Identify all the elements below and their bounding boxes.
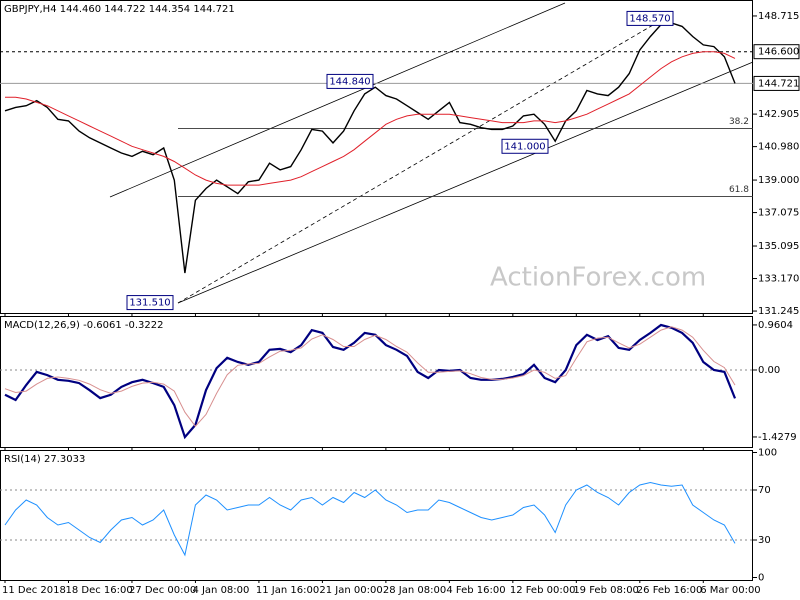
- y-tick-label: 137.075: [758, 208, 799, 219]
- y-tick-label: 0: [758, 573, 764, 584]
- x-tick-label: 28 Jan 08:00: [383, 585, 446, 596]
- series-line: [4, 326, 736, 428]
- y-tick-label: 131.245: [758, 306, 799, 317]
- price-panel: [0, 0, 753, 314]
- macd-panel: [0, 316, 753, 448]
- annotation-box: [501, 138, 549, 154]
- annotation-box: [126, 295, 174, 311]
- y-tick-label: 148.715: [758, 11, 799, 22]
- watermark: ActionForex.com: [490, 263, 706, 293]
- x-tick-label: 4 Jan 08:00: [192, 585, 249, 596]
- channel-lower: [177, 61, 754, 304]
- x-tick-label: 19 Feb 08:00: [573, 585, 639, 596]
- x-tick-label: 21 Jan 00:00: [319, 585, 382, 596]
- series-line: [4, 22, 736, 274]
- x-tick-label: 27 Dec 00:00: [129, 585, 196, 596]
- y-tick-label: 0.9604: [758, 320, 793, 331]
- y-tick-label: 70: [758, 485, 771, 496]
- annotation-label: 131.510: [129, 298, 170, 309]
- fib-label: 38.2: [729, 117, 749, 127]
- annotation-box: [326, 73, 374, 89]
- y-tick-label: 100: [758, 448, 777, 459]
- x-tick-label: 26 Feb 16:00: [637, 585, 703, 596]
- x-tick-label: 12 Feb 00:00: [510, 585, 576, 596]
- x-tick-label: 11 Jan 16:00: [256, 585, 319, 596]
- series-line: [4, 481, 736, 557]
- annotation-box: [626, 10, 674, 26]
- channel-middle: [177, 17, 666, 304]
- annotation-label: 144.840: [329, 76, 370, 87]
- series-line: [5, 51, 736, 186]
- level-box: [753, 44, 800, 60]
- y-tick-label: 0.00: [758, 365, 780, 376]
- series-line: [4, 323, 737, 440]
- y-tick-label: -1.4279: [758, 432, 797, 443]
- y-tick-label: 140.980: [758, 142, 799, 153]
- x-tick-label: 4 Feb 16:00: [446, 585, 505, 596]
- level-label: 144.721: [758, 78, 799, 89]
- rsi-panel: [0, 450, 753, 581]
- channel-upper: [109, 2, 566, 198]
- annotation-label: 148.570: [629, 13, 670, 24]
- x-tick-label: 6 Mar 00:00: [700, 585, 760, 596]
- fib-label: 61.8: [729, 185, 749, 195]
- rsi-title: RSI(14) 27.3033: [4, 454, 85, 465]
- x-tick-label: 11 Dec 2018: [2, 585, 66, 596]
- x-tick-label: 18 Dec 16:00: [65, 585, 132, 596]
- annotation-label: 141.000: [504, 141, 545, 152]
- macd-title: MACD(12,26,9) -0.6061 -0.3222: [4, 320, 164, 331]
- level-box: [753, 75, 800, 91]
- y-tick-label: 135.095: [758, 241, 799, 252]
- level-label: 146.600: [758, 47, 799, 58]
- y-tick-label: 133.170: [758, 274, 799, 285]
- price-title: GBPJPY,H4 144.460 144.722 144.354 144.72…: [4, 4, 235, 15]
- y-tick-label: 30: [758, 535, 771, 546]
- y-tick-label: 139.000: [758, 175, 799, 186]
- y-tick-label: 142.905: [758, 109, 799, 120]
